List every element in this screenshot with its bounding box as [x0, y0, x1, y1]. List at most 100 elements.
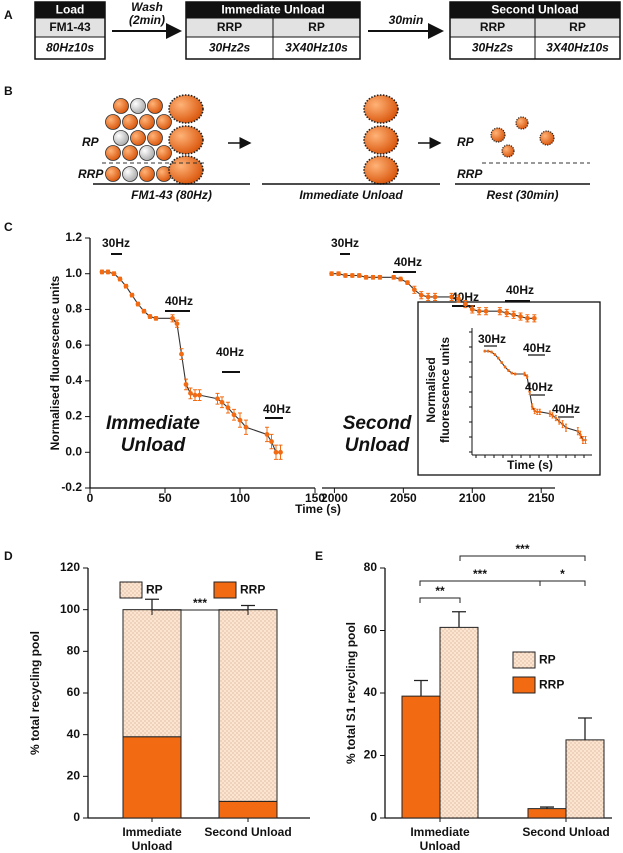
fused-vesicle — [363, 125, 399, 155]
y-tick-label: 0.8 — [65, 302, 82, 316]
stage-caption: Rest (30min) — [486, 188, 558, 202]
error-bar — [578, 717, 592, 740]
stimulus-label: 40Hz — [263, 402, 291, 416]
trace-point — [398, 276, 403, 282]
y-tick-label: 0.4 — [65, 373, 82, 387]
inset-point — [513, 372, 517, 376]
vesicle — [147, 130, 163, 146]
bar — [218, 609, 278, 802]
trace-point — [377, 274, 383, 280]
vesicle — [147, 98, 163, 114]
inset-point — [554, 416, 558, 420]
trace-point — [117, 276, 123, 282]
error-bar — [452, 611, 466, 628]
stimulus-label: 40Hz — [394, 255, 422, 269]
vesicle — [156, 114, 172, 130]
pool-label: RRP — [78, 167, 104, 181]
fused-vesicle — [168, 94, 204, 124]
x-tick-label: 150 — [305, 491, 325, 505]
inset-point — [483, 349, 487, 353]
inset-point — [533, 409, 536, 413]
trace-point — [525, 315, 530, 321]
inset-point — [564, 426, 568, 429]
trace-point — [405, 280, 410, 286]
x-tick-label: 0 — [87, 491, 94, 505]
vesicle — [113, 98, 129, 114]
y-tick-label: 60 — [67, 685, 81, 699]
trace-point — [476, 308, 482, 314]
trace-point — [105, 269, 111, 275]
trace-point — [349, 273, 355, 278]
trace-point — [197, 392, 202, 398]
significance-label: ** — [435, 584, 445, 598]
panel-label: B — [4, 84, 13, 98]
trace-point — [518, 314, 523, 319]
recycled-vesicle — [515, 116, 529, 130]
trace-point — [456, 296, 461, 302]
trace-point — [147, 314, 153, 319]
trace-point — [462, 301, 468, 307]
inset-stimulus-label: 40Hz — [525, 380, 553, 394]
inset-point — [497, 356, 500, 360]
bar — [122, 609, 182, 738]
trace-point — [425, 294, 431, 300]
inset-point — [576, 429, 580, 433]
trace-point — [237, 417, 243, 423]
y-tick-label: 0 — [73, 810, 80, 824]
step-title: Second Unload — [491, 3, 578, 17]
y-tick-label: 80 — [364, 560, 378, 574]
x-axis-label: Time (s) — [295, 502, 341, 516]
trace-point — [141, 308, 147, 314]
step-header: RP — [308, 20, 325, 34]
inset-stimulus-label: 30Hz — [478, 332, 506, 346]
x-tick-label: 2150 — [528, 491, 555, 505]
trace-point — [99, 269, 105, 275]
y-axis-label: % total S1 recycling pool — [344, 622, 358, 764]
legend-swatch — [512, 651, 536, 669]
y-tick-label: 100 — [60, 602, 80, 616]
step-header: RRP — [217, 20, 242, 34]
step-title-bg — [186, 2, 360, 18]
step-frame — [449, 1, 621, 60]
inset-point — [538, 410, 542, 414]
inset-point — [579, 433, 582, 437]
step-protocol: 80Hz10s — [46, 41, 94, 55]
y-tick-label: 0.6 — [65, 337, 82, 351]
trace-point — [183, 382, 189, 387]
trace-point — [504, 310, 510, 316]
inset-point — [500, 361, 503, 364]
step-protocol: 3X40Hz10s — [546, 41, 609, 55]
inset-point — [493, 353, 497, 356]
inset-point — [535, 410, 539, 414]
bar — [218, 800, 278, 819]
segment-label: Second Unload — [342, 413, 412, 456]
panel-label: C — [4, 220, 13, 234]
inset-point — [551, 414, 554, 417]
x-tick-label: 2050 — [390, 491, 417, 505]
step-title: Load — [56, 3, 85, 17]
step-protocol: 30Hz2s — [209, 41, 251, 55]
trace-point — [336, 271, 341, 277]
inset-point — [557, 420, 561, 423]
bar — [527, 808, 567, 819]
y-tick-label: 80 — [67, 644, 81, 658]
trace-point — [123, 283, 129, 289]
inset-point — [523, 372, 526, 376]
stimulus-label: 30Hz — [331, 236, 359, 250]
vesicle — [139, 114, 155, 130]
trace-point — [231, 412, 237, 418]
trace-point — [329, 271, 335, 277]
y-tick-label: 20 — [364, 748, 378, 762]
error-bar — [414, 679, 428, 697]
stimulus-label: 40Hz — [506, 283, 534, 297]
trace-point — [188, 390, 193, 396]
trace-point — [225, 405, 231, 411]
vesicle — [122, 166, 138, 182]
y-tick-label: 0.2 — [65, 409, 82, 423]
significance-label: *** — [515, 542, 529, 556]
step-title-bg — [450, 2, 620, 18]
x-tick-label: 100 — [230, 491, 250, 505]
significance-label: *** — [193, 596, 207, 610]
recycled-vesicle — [539, 130, 555, 146]
y-tick-label: 40 — [364, 685, 378, 699]
